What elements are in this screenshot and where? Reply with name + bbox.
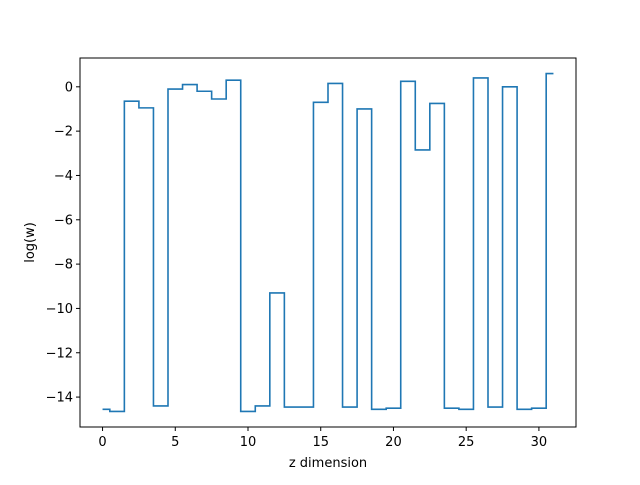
x-tick-label: 25 — [458, 435, 475, 450]
y-tick-label: −12 — [46, 346, 73, 361]
y-tick-label: 0 — [65, 80, 73, 95]
plot-frame — [79, 57, 577, 428]
y-tick-label: −8 — [54, 258, 73, 273]
x-tick-label: 20 — [385, 435, 402, 450]
y-tick-label: −14 — [46, 391, 73, 406]
y-tick-label: −6 — [54, 213, 73, 228]
x-tick-label: 10 — [240, 435, 257, 450]
series-line-0 — [102, 72, 554, 413]
y-axis-label: log(w) — [23, 222, 38, 263]
y-ticks: 0 −2 −4 −6 −8 −10 −12 −14 — [46, 80, 80, 406]
x-axis-label: z dimension — [289, 456, 367, 471]
x-ticks: 0 5 10 15 20 25 30 — [98, 427, 547, 450]
x-tick-label: 15 — [312, 435, 329, 450]
y-tick-label: −4 — [54, 169, 73, 184]
plot-background — [80, 58, 576, 427]
series-layer — [102, 72, 554, 413]
x-tick-label: 30 — [531, 435, 548, 450]
y-tick-label: −2 — [54, 125, 73, 140]
x-tick-label: 5 — [171, 435, 179, 450]
x-tick-label: 0 — [98, 435, 106, 450]
y-tick-label: −10 — [46, 302, 73, 317]
